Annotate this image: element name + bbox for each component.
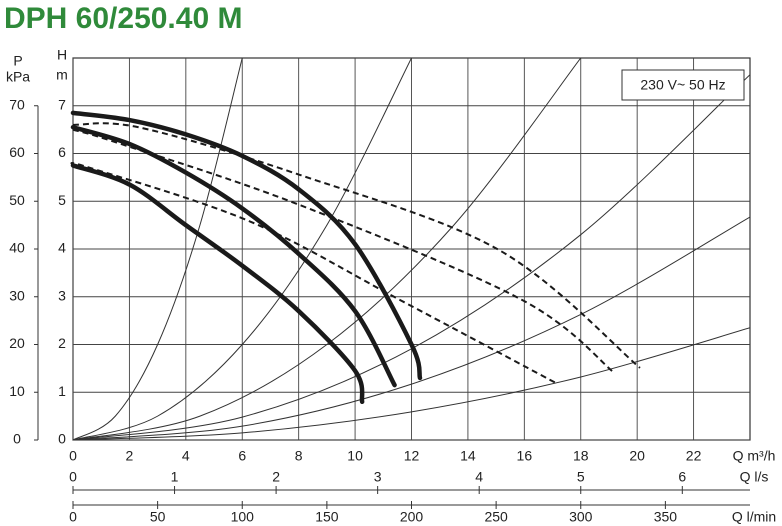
system-curve bbox=[73, 216, 750, 440]
extra-x-tick-label: 2 bbox=[272, 469, 280, 485]
y2-tick-label: 70 bbox=[9, 96, 25, 112]
x-tick-label: 4 bbox=[182, 448, 190, 464]
extra-x-tick-label: 1 bbox=[171, 469, 179, 485]
y-tick-label: 6 bbox=[58, 144, 66, 160]
extra-x-axis-label: Q l/min bbox=[732, 509, 776, 525]
extra-x-tick-label: 3 bbox=[374, 469, 382, 485]
annotation: 230 V~ 50 Hz bbox=[640, 77, 725, 93]
extra-x-tick-label: 5 bbox=[577, 469, 585, 485]
y2-tick-label: 30 bbox=[9, 287, 25, 303]
extra-x-tick-label: 50 bbox=[150, 509, 166, 525]
system-curve bbox=[73, 58, 243, 440]
y-tick-label: 4 bbox=[58, 240, 66, 256]
system-curve bbox=[73, 74, 750, 440]
pump-curve bbox=[70, 110, 423, 381]
extra-x-tick-label: 150 bbox=[315, 509, 339, 525]
x-tick-label: 10 bbox=[347, 448, 363, 464]
y-tick-label: 3 bbox=[58, 287, 66, 303]
annotation-box bbox=[621, 69, 745, 101]
system-curve bbox=[73, 327, 750, 440]
extra-x-tick-label: 0 bbox=[69, 509, 77, 525]
y2-axis-unit: kPa bbox=[6, 69, 30, 85]
x-tick-label: 18 bbox=[573, 448, 589, 464]
x-tick-label: 22 bbox=[686, 448, 702, 464]
extra-x-tick-label: 6 bbox=[678, 469, 686, 485]
y-tick-label: 5 bbox=[58, 192, 66, 208]
y2-tick-label: 50 bbox=[9, 192, 25, 208]
pump-curve bbox=[70, 163, 365, 405]
x-axis-label: Q m³/h bbox=[733, 448, 776, 464]
extra-x-axis-label: Q l/s bbox=[740, 469, 769, 485]
y-tick-label: 2 bbox=[58, 335, 66, 351]
extra-x-tick-label: 100 bbox=[231, 509, 255, 525]
x-tick-label: 14 bbox=[460, 448, 476, 464]
pump-curve-dashed bbox=[72, 128, 616, 374]
pump-curve-dashed bbox=[72, 122, 641, 369]
chart-title: DPH 60/250.40 M bbox=[4, 2, 242, 35]
pump-curve-dashed bbox=[70, 162, 556, 384]
extra-x-tick-label: 200 bbox=[400, 509, 424, 525]
extra-x-tick-label: 300 bbox=[569, 509, 593, 525]
system-curve bbox=[73, 58, 582, 440]
y-tick-label: 1 bbox=[58, 383, 66, 399]
x-tick-label: 20 bbox=[629, 448, 645, 464]
y2-tick-label: 60 bbox=[9, 144, 25, 160]
x-tick-label: 2 bbox=[126, 448, 134, 464]
extra-x-tick-label: 350 bbox=[654, 509, 678, 525]
y2-axis-symbol: P bbox=[13, 53, 22, 69]
y2-tick-label: 20 bbox=[9, 335, 25, 351]
extra-x-tick-label: 250 bbox=[484, 509, 508, 525]
x-tick-label: 0 bbox=[69, 448, 77, 464]
pump-curve bbox=[70, 124, 397, 388]
y-axis-symbol: H bbox=[57, 47, 67, 63]
y-tick-label: 7 bbox=[58, 96, 66, 112]
y2-tick-label: 0 bbox=[13, 431, 21, 447]
y-tick-label: 0 bbox=[58, 431, 66, 447]
x-tick-label: 16 bbox=[517, 448, 533, 464]
x-tick-label: 12 bbox=[404, 448, 420, 464]
y2-tick-label: 10 bbox=[9, 383, 25, 399]
extra-x-tick-label: 4 bbox=[475, 469, 483, 485]
x-tick-label: 8 bbox=[295, 448, 303, 464]
x-tick-label: 6 bbox=[238, 448, 246, 464]
y2-tick-label: 40 bbox=[9, 240, 25, 256]
extra-x-tick-label: 0 bbox=[69, 469, 77, 485]
y-axis-unit: m bbox=[56, 67, 68, 83]
system-curve bbox=[73, 58, 412, 440]
